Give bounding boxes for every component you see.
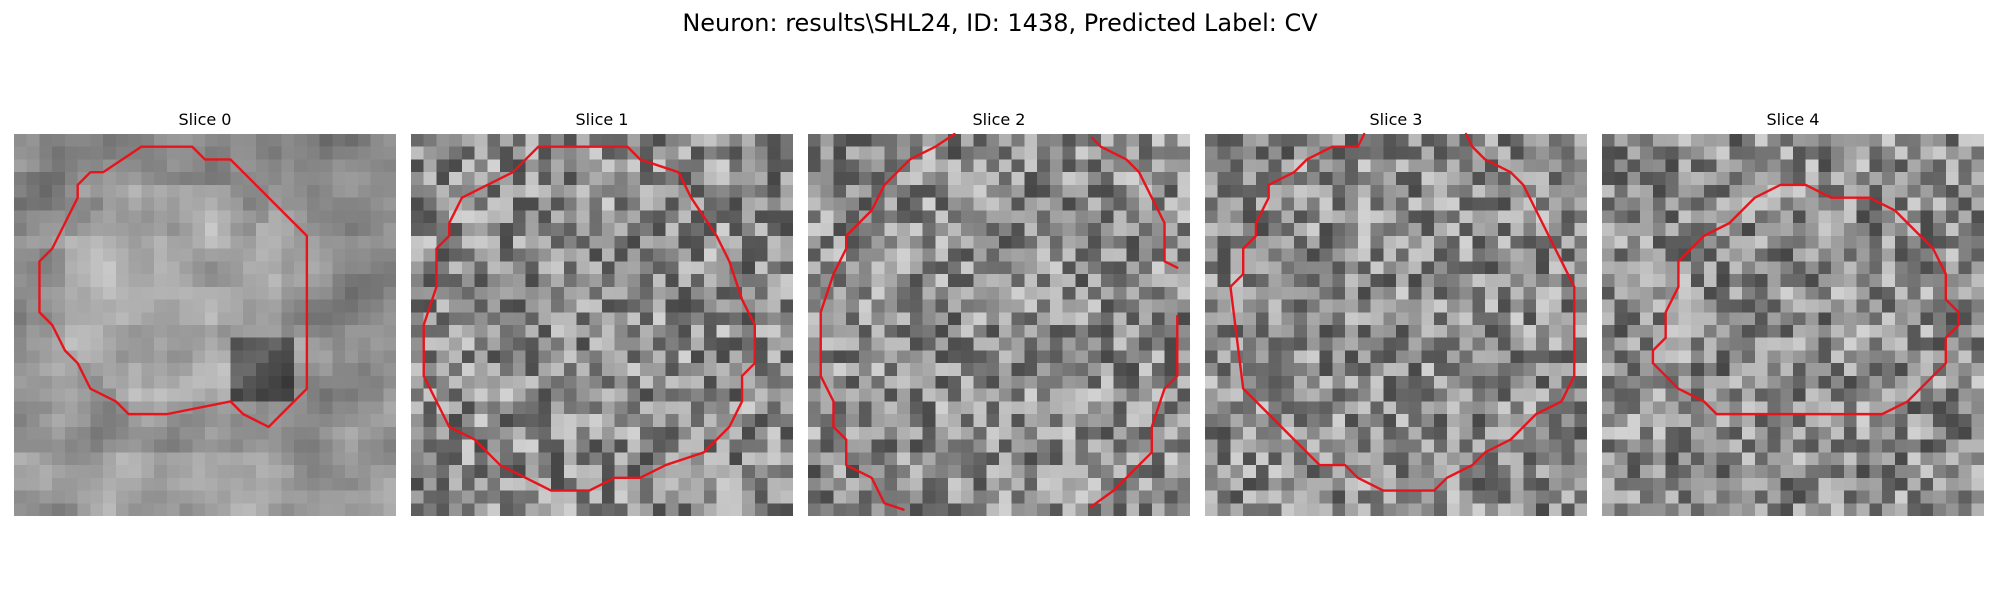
slice-title-3: Slice 3 (1369, 110, 1423, 129)
contour-overlay-0 (14, 134, 396, 516)
neuron-contour-1 (424, 147, 755, 491)
contour-overlay-1 (411, 134, 793, 516)
contour-overlay-2 (808, 134, 1190, 516)
neuron-contour-3 (1230, 134, 1574, 491)
slice-title-1: Slice 1 (575, 110, 629, 129)
slice-title-4: Slice 4 (1766, 110, 1820, 129)
neuron-contour-2b (1092, 138, 1177, 268)
neuron-contour-2 (821, 134, 955, 510)
figure-title: Neuron: results\SHL24, ID: 1438, Predict… (682, 9, 1318, 37)
slice-image-2 (808, 134, 1190, 516)
contour-overlay-4 (1602, 134, 1984, 516)
contour-overlay-3 (1205, 134, 1587, 516)
neuron-contour-4 (1653, 185, 1959, 414)
slice-title-0: Slice 0 (178, 110, 232, 129)
slice-title-2: Slice 2 (972, 110, 1026, 129)
neuron-contour-0 (39, 147, 306, 427)
slice-image-1 (411, 134, 793, 516)
neuron-contour-2c (1091, 316, 1178, 507)
